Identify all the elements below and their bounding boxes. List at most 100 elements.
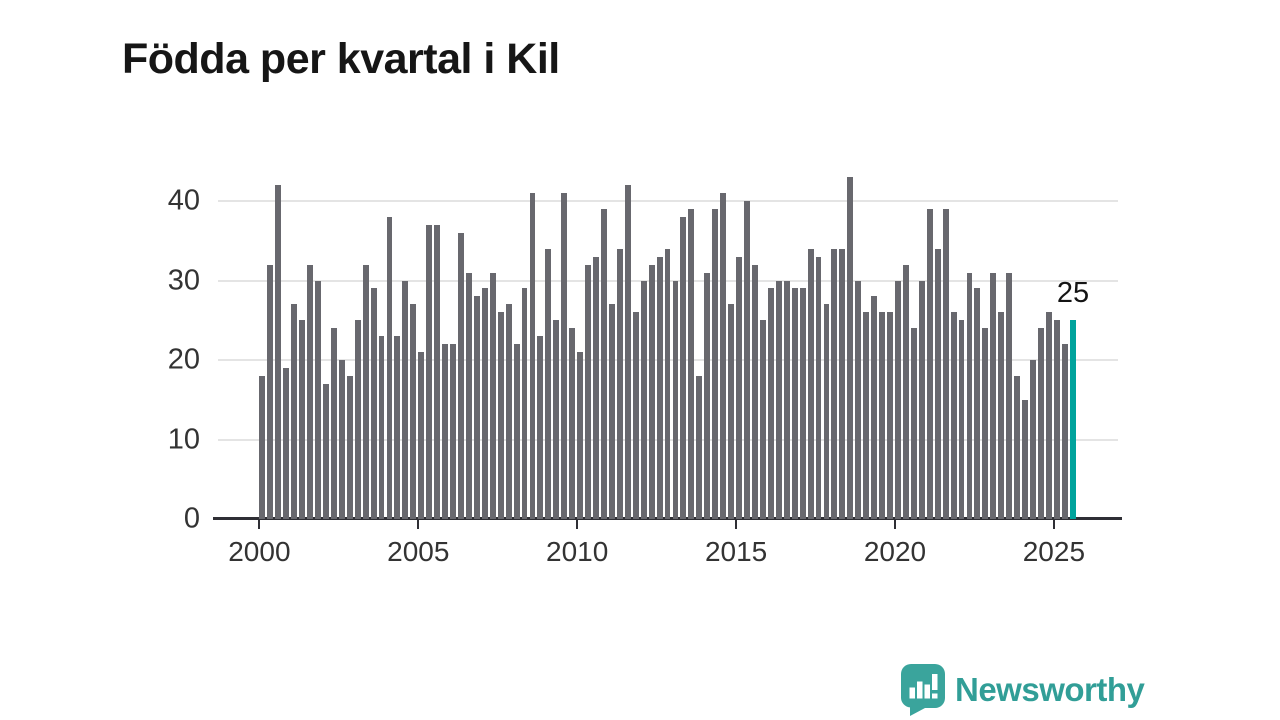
bar-2009-Q3[interactable]: [561, 193, 568, 519]
bar-2013-Q4[interactable]: [696, 375, 703, 519]
bar-2011-Q4[interactable]: [632, 312, 639, 519]
bar-2009-Q4[interactable]: [569, 328, 576, 519]
bar-2012-Q1[interactable]: [640, 280, 647, 519]
bar-2016-Q2[interactable]: [775, 280, 782, 519]
bar-2010-Q3[interactable]: [593, 256, 599, 519]
bar-2016-Q1[interactable]: [767, 288, 774, 519]
bar-2016-Q3[interactable]: [783, 280, 790, 519]
bar-2013-Q1[interactable]: [672, 280, 679, 519]
bar-2019-Q4[interactable]: [887, 312, 893, 519]
bar-2024-Q1[interactable]: [1022, 399, 1028, 519]
bar-2008-Q4[interactable]: [537, 336, 544, 519]
bar-2014-Q2[interactable]: [712, 208, 719, 519]
bar-2010-Q4[interactable]: [601, 208, 607, 519]
bar-2015-Q4[interactable]: [759, 320, 766, 519]
bar-2003-Q3[interactable]: [370, 288, 377, 519]
bar-2005-Q1[interactable]: [418, 352, 425, 519]
bar-2023-Q4[interactable]: [1014, 375, 1021, 519]
bar-2003-Q4[interactable]: [378, 336, 385, 519]
bar-2022-Q1[interactable]: [958, 320, 965, 519]
bar-2008-Q3[interactable]: [529, 193, 536, 519]
bar-2024-Q2[interactable]: [1030, 360, 1036, 519]
bar-2020-Q1[interactable]: [895, 280, 901, 519]
bar-2019-Q1[interactable]: [863, 312, 870, 519]
bar-2001-Q4[interactable]: [315, 280, 321, 519]
bar-2018-Q4[interactable]: [855, 280, 862, 519]
bar-2022-Q4[interactable]: [982, 328, 989, 519]
bar-2012-Q3[interactable]: [656, 256, 663, 519]
bar-2022-Q3[interactable]: [974, 288, 981, 519]
bar-2023-Q1[interactable]: [990, 272, 997, 519]
bar-2007-Q1[interactable]: [481, 288, 488, 519]
bar-2008-Q2[interactable]: [521, 288, 528, 519]
bar-2023-Q2[interactable]: [998, 312, 1005, 519]
bar-2004-Q4[interactable]: [410, 304, 417, 519]
bar-2015-Q3[interactable]: [751, 264, 758, 519]
bar-2004-Q2[interactable]: [394, 336, 401, 519]
bar-2021-Q1[interactable]: [926, 208, 933, 519]
bar-2020-Q4[interactable]: [918, 280, 925, 519]
bar-2007-Q4[interactable]: [505, 304, 512, 519]
bar-2017-Q3[interactable]: [815, 256, 822, 519]
bar-2012-Q2[interactable]: [648, 264, 655, 519]
bar-2018-Q3[interactable]: [847, 177, 854, 519]
bar-2006-Q1[interactable]: [450, 344, 456, 519]
bar-2025-Q2[interactable]: [1061, 344, 1068, 519]
bar-2021-Q4[interactable]: [950, 312, 957, 519]
bar-2011-Q1[interactable]: [608, 304, 615, 519]
bar-2002-Q2[interactable]: [330, 328, 337, 519]
bar-2011-Q3[interactable]: [624, 185, 631, 519]
bar-2008-Q1[interactable]: [513, 344, 520, 519]
bar-2010-Q2[interactable]: [585, 264, 592, 519]
bar-2017-Q1[interactable]: [799, 288, 806, 519]
bar-2019-Q2[interactable]: [871, 296, 878, 519]
bar-2017-Q2[interactable]: [807, 248, 814, 519]
bar-2019-Q3[interactable]: [879, 312, 885, 519]
bar-2004-Q3[interactable]: [402, 280, 409, 519]
bar-2015-Q1[interactable]: [736, 256, 742, 519]
bar-2024-Q4[interactable]: [1045, 312, 1052, 519]
bar-2002-Q3[interactable]: [338, 360, 345, 519]
bar-2001-Q3[interactable]: [307, 264, 313, 519]
bar-2006-Q4[interactable]: [473, 296, 480, 519]
bar-2011-Q2[interactable]: [616, 248, 623, 519]
bar-2014-Q3[interactable]: [720, 193, 727, 519]
bar-2018-Q2[interactable]: [839, 248, 846, 519]
bar-2000-Q2[interactable]: [267, 264, 274, 519]
bar-2020-Q2[interactable]: [902, 264, 909, 519]
bar-2000-Q4[interactable]: [283, 367, 290, 519]
bar-2012-Q4[interactable]: [664, 248, 671, 519]
bar-2006-Q2[interactable]: [458, 232, 464, 519]
bar-2013-Q2[interactable]: [680, 216, 687, 519]
bar-2003-Q2[interactable]: [362, 264, 369, 519]
bar-2013-Q3[interactable]: [688, 208, 695, 519]
bar-2007-Q3[interactable]: [497, 312, 504, 519]
bar-2000-Q3[interactable]: [275, 185, 282, 519]
bar-2020-Q3[interactable]: [910, 328, 917, 519]
bar-2001-Q2[interactable]: [299, 320, 306, 519]
bar-2004-Q1[interactable]: [386, 216, 393, 519]
bar-2005-Q3[interactable]: [434, 224, 441, 519]
bar-2021-Q3[interactable]: [942, 208, 949, 519]
bar-2003-Q1[interactable]: [354, 320, 361, 519]
bar-2010-Q1[interactable]: [577, 352, 584, 519]
bar-2016-Q4[interactable]: [791, 288, 798, 519]
bar-2022-Q2[interactable]: [966, 272, 973, 519]
bar-2024-Q3[interactable]: [1038, 328, 1044, 519]
bar-2017-Q4[interactable]: [823, 304, 830, 519]
bar-2006-Q3[interactable]: [465, 272, 472, 519]
bar-2018-Q1[interactable]: [831, 248, 838, 519]
bar-2007-Q2[interactable]: [489, 272, 496, 519]
bar-2002-Q4[interactable]: [346, 375, 353, 519]
bar-2015-Q2[interactable]: [744, 201, 750, 519]
bar-2001-Q1[interactable]: [291, 304, 298, 519]
bar-2025-Q1[interactable]: [1053, 320, 1060, 519]
newsworthy-logo[interactable]: Newsworthy: [901, 664, 1145, 716]
bar-2005-Q2[interactable]: [426, 224, 433, 519]
bar-2023-Q3[interactable]: [1006, 272, 1013, 519]
bar-2014-Q4[interactable]: [728, 304, 735, 519]
bar-2009-Q2[interactable]: [553, 320, 560, 519]
bar-2000-Q1[interactable]: [259, 375, 266, 519]
bar-2009-Q1[interactable]: [545, 248, 552, 519]
bar-2014-Q1[interactable]: [704, 272, 711, 519]
